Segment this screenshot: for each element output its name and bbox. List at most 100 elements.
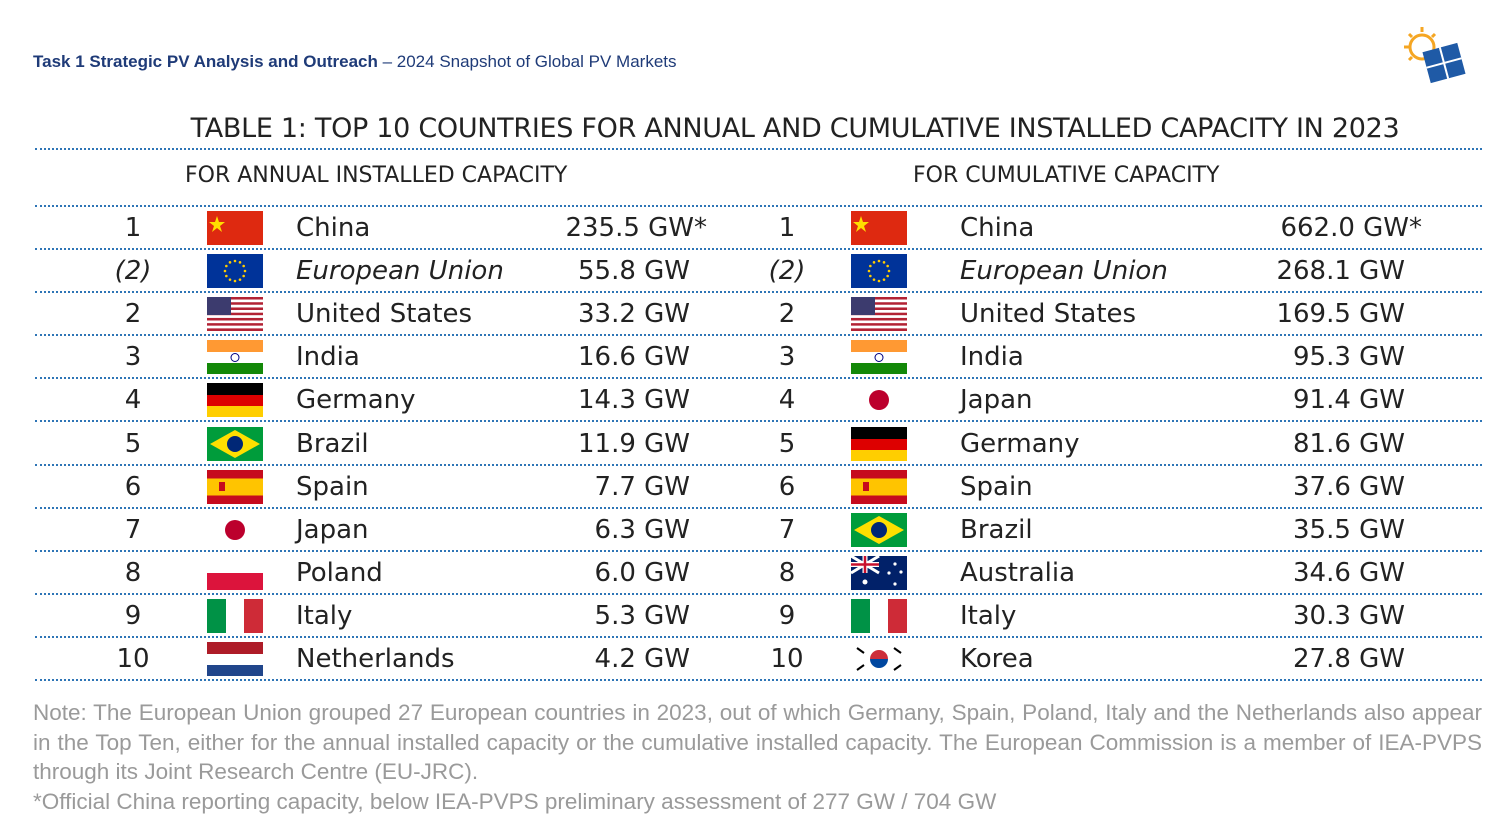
flag: [851, 598, 907, 633]
flag: [851, 555, 907, 590]
capacity: 30.3 GW: [1292, 600, 1405, 631]
header-title: Task 1 Strategic PV Analysis and Outreac…: [33, 52, 378, 71]
country: Australia: [960, 557, 1076, 588]
annual-heading: FOR ANNUAL INSTALLED CAPACITY: [185, 163, 568, 188]
capacity: 6.3 GW: [594, 514, 690, 545]
footnote: *Official China reporting capacity, belo…: [33, 789, 997, 814]
capacity: 81.6 GW: [1292, 428, 1405, 459]
rank: 2: [778, 299, 796, 330]
rank: 7: [778, 514, 796, 545]
divider: [35, 420, 1482, 423]
flag: [851, 340, 907, 375]
divider: [35, 506, 1482, 509]
capacity: 169.5 GW: [1276, 299, 1405, 330]
rank: 6: [778, 471, 796, 502]
rank: (2): [114, 256, 152, 287]
cumulative-heading: FOR CUMULATIVE CAPACITY: [913, 163, 1220, 188]
flag: [851, 297, 907, 332]
flag: [207, 211, 263, 245]
rank: 4: [778, 385, 796, 416]
country: European Union: [960, 256, 1168, 287]
country: China: [960, 213, 1035, 243]
flag: [207, 555, 263, 590]
rank: 3: [778, 342, 796, 373]
divider: [35, 377, 1482, 380]
country: Korea: [960, 644, 1034, 674]
capacity: 7.7 GW: [594, 471, 690, 502]
capacity: 35.5 GW: [1292, 514, 1405, 545]
country: Brazil: [960, 514, 1033, 545]
country: Germany: [296, 385, 416, 416]
rank: 10: [116, 644, 150, 674]
country: Italy: [296, 600, 353, 631]
rank: 9: [124, 600, 142, 631]
capacity: 55.8 GW: [577, 256, 690, 287]
country: India: [960, 342, 1024, 373]
flag: [851, 469, 907, 504]
rank: 6: [124, 471, 142, 502]
flag: [207, 598, 263, 633]
rank: 2: [124, 299, 142, 330]
divider: [35, 549, 1482, 552]
capacity: 268.1 GW: [1276, 256, 1405, 287]
capacity: 11.9 GW: [577, 428, 690, 459]
divider: [35, 148, 1482, 150]
rank: 5: [778, 428, 796, 459]
country: European Union: [296, 256, 504, 287]
flag: [851, 254, 907, 289]
capacity: 95.3 GW: [1292, 342, 1405, 373]
flag: [207, 340, 263, 375]
rank: 4: [124, 385, 142, 416]
country: China: [296, 213, 371, 243]
flag: [207, 642, 263, 676]
rank: 5: [124, 428, 142, 459]
flag: [851, 211, 907, 245]
country: Italy: [960, 600, 1017, 631]
country: United States: [296, 299, 473, 330]
table-title: TABLE 1: TOP 10 COUNTRIES FOR ANNUAL AND…: [190, 113, 1400, 144]
divider: [35, 679, 1482, 681]
country: United States: [960, 299, 1137, 330]
capacity: 37.6 GW: [1292, 471, 1405, 502]
country: Japan: [960, 385, 1033, 416]
rank: (2): [768, 256, 806, 287]
header: Task 1 Strategic PV Analysis and Outreac…: [33, 52, 677, 72]
flag: [207, 512, 263, 547]
divider: [35, 248, 1482, 250]
capacity: 235.5 GW*: [565, 213, 707, 243]
country: Spain: [296, 471, 369, 502]
rank: 3: [124, 342, 142, 373]
country: Japan: [296, 514, 369, 545]
country: Poland: [296, 557, 383, 588]
capacity: 662.0 GW*: [1280, 213, 1422, 243]
logo: [1404, 27, 1466, 84]
header-subtitle: – 2024 Snapshot of Global PV Markets: [382, 52, 677, 71]
country: Netherlands: [296, 644, 455, 674]
divider: [35, 592, 1482, 595]
flag: [851, 383, 907, 418]
rank: 1: [778, 213, 796, 243]
capacity: 4.2 GW: [594, 644, 690, 674]
rank: 8: [124, 557, 142, 588]
rank: 1: [124, 213, 142, 243]
rank: 8: [778, 557, 796, 588]
divider: [35, 205, 1482, 207]
rank: 7: [124, 514, 142, 545]
country: Germany: [960, 428, 1080, 459]
capacity: 27.8 GW: [1292, 644, 1405, 674]
note: Note: The European Union grouped 27 Euro…: [33, 700, 1482, 784]
flag: [851, 426, 907, 461]
flag: [207, 297, 263, 332]
capacity: 34.6 GW: [1292, 557, 1405, 588]
rank: 10: [770, 644, 804, 674]
rank: 9: [778, 600, 796, 631]
flag: [207, 469, 263, 504]
country: India: [296, 342, 360, 373]
divider: [35, 291, 1482, 294]
flag: [851, 642, 907, 676]
capacity: 14.3 GW: [577, 385, 690, 416]
flag: [851, 512, 907, 547]
country: Spain: [960, 471, 1033, 502]
country: Brazil: [296, 428, 369, 459]
